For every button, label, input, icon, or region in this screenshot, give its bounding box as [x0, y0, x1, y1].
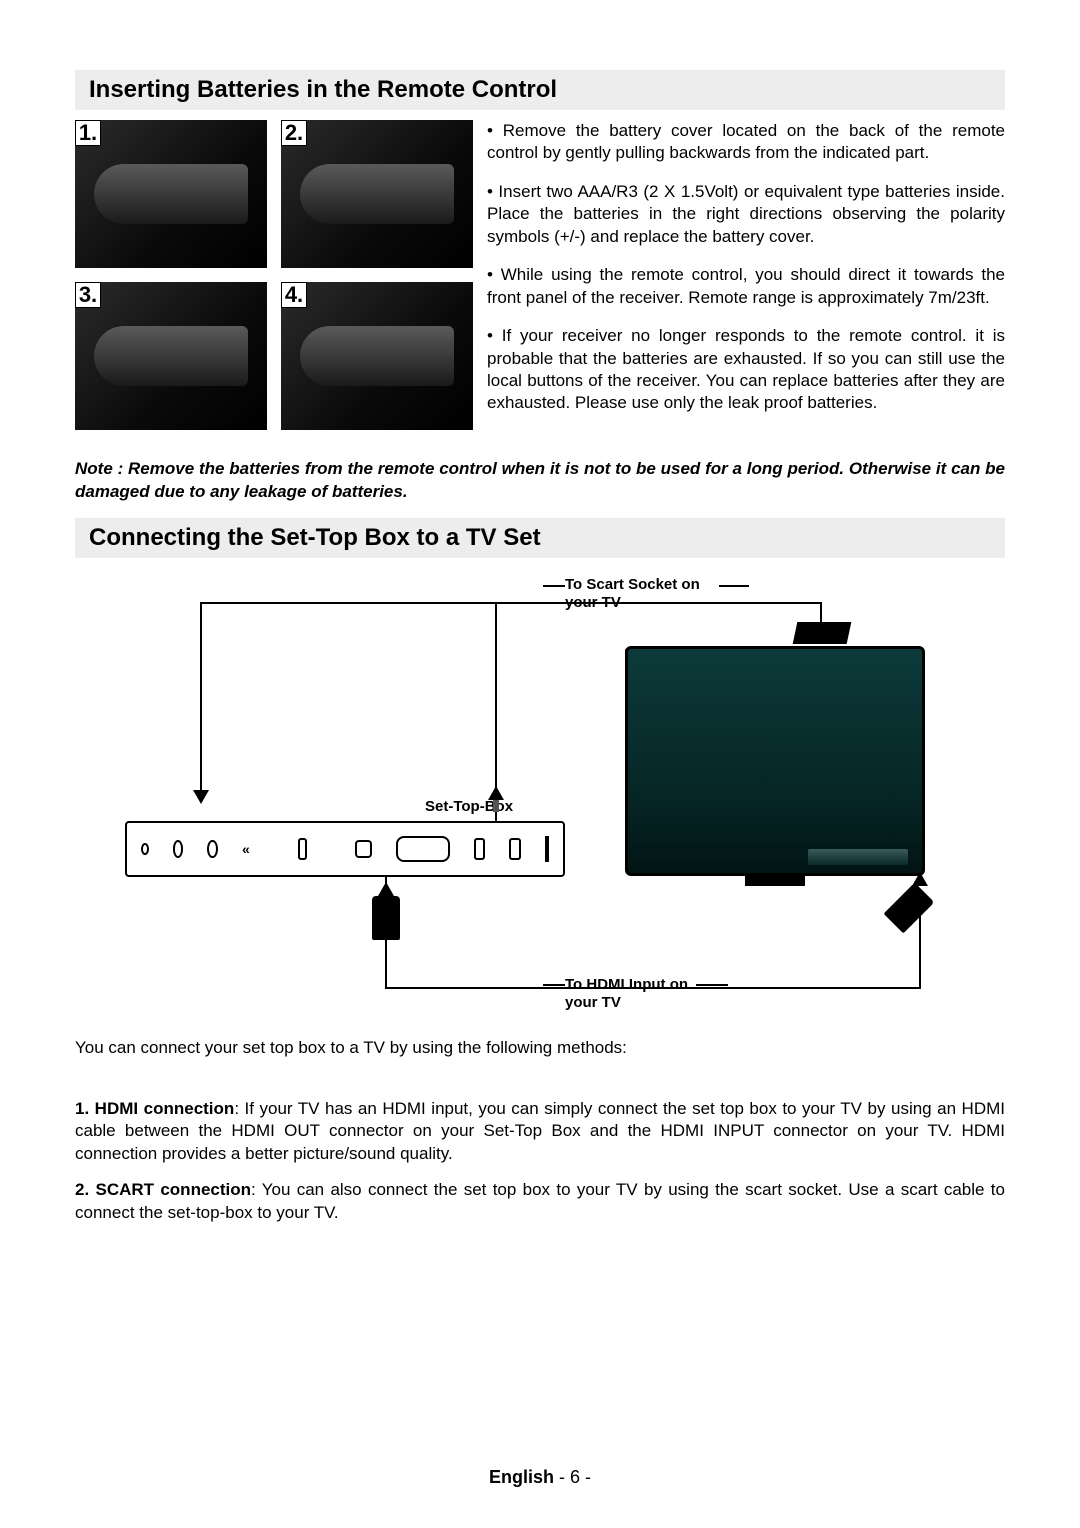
battery-step-photo: 4. — [281, 282, 473, 430]
hdmi-plug-icon — [884, 882, 935, 933]
section1-note: Note : Remove the batteries from the rem… — [75, 458, 1005, 504]
connection-diagram: To Scart Socket on your TV TV Set-Top-Bo… — [125, 576, 955, 1016]
numbered-paragraph: 2. SCART connection: You can also connec… — [75, 1179, 1005, 1224]
step-number: 1. — [75, 120, 101, 146]
para-lead: 2. SCART connection — [75, 1180, 251, 1199]
battery-step-photo: 3. — [75, 282, 267, 430]
bullet-text: • While using the remote control, you sh… — [487, 264, 1005, 309]
page-footer: English - 6 - — [0, 1467, 1080, 1488]
step-number: 2. — [281, 120, 307, 146]
battery-step-photo: 2. — [281, 120, 473, 268]
diagram-stb-label: Set-Top-Box — [425, 798, 513, 816]
diagram-scart-label: To Scart Socket on your TV — [565, 576, 715, 612]
step-number: 3. — [75, 282, 101, 308]
step-number: 4. — [281, 282, 307, 308]
hdmi-plug-icon — [372, 896, 400, 940]
tv-icon — [625, 646, 925, 876]
section1-header: Inserting Batteries in the Remote Contro… — [75, 70, 1005, 110]
section1-row: 1. 2. 3. 4. • Remove the battery cover l… — [75, 120, 1005, 444]
bullet-text: • If your receiver no longer responds to… — [487, 325, 1005, 415]
para-lead: 1. HDMI connection — [75, 1099, 234, 1118]
battery-photo-grid: 1. 2. 3. 4. — [75, 120, 473, 444]
section1-bullets: • Remove the battery cover located on th… — [487, 120, 1005, 444]
numbered-paragraph: 1. HDMI connection: If your TV has an HD… — [75, 1098, 1005, 1165]
diagram-hdmi-label: To HDMI Input on your TV — [565, 976, 695, 1012]
section2-intro: You can connect your set top box to a TV… — [75, 1038, 1005, 1058]
set-top-box-icon: « — [125, 821, 565, 877]
footer-language: English — [489, 1467, 554, 1487]
battery-step-photo: 1. — [75, 120, 267, 268]
footer-page-number: - 6 - — [554, 1467, 591, 1487]
bullet-text: • Insert two AAA/R3 (2 X 1.5Volt) or equ… — [487, 181, 1005, 248]
bullet-text: • Remove the battery cover located on th… — [487, 120, 1005, 165]
scart-plug-icon — [793, 622, 852, 644]
section2-header: Connecting the Set-Top Box to a TV Set — [75, 518, 1005, 558]
